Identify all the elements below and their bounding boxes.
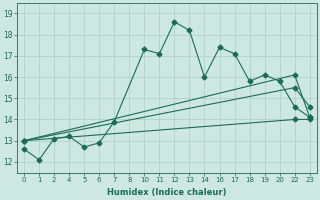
X-axis label: Humidex (Indice chaleur): Humidex (Indice chaleur) — [107, 188, 227, 197]
